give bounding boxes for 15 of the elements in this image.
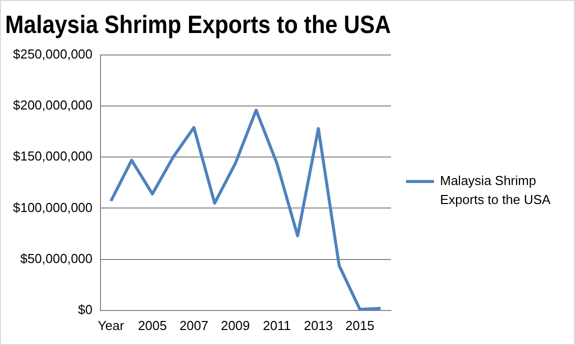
y-tick-label: $150,000,000 <box>12 148 93 164</box>
x-tick-label: 2009 <box>220 318 250 333</box>
chart-title: Malaysia Shrimp Exports to the USA <box>5 12 391 40</box>
y-tick-label: $0 <box>78 302 93 317</box>
x-tick-label: 2015 <box>345 318 374 333</box>
x-tick-label: Year <box>98 318 125 333</box>
y-tick-label: $250,000,000 <box>12 46 93 62</box>
y-tick-label: $50,000,000 <box>20 250 93 266</box>
x-tick-label: 2011 <box>262 318 291 333</box>
x-tick-label: 2007 <box>179 318 208 333</box>
y-tick-label: $100,000,000 <box>12 200 93 215</box>
legend-label: Malaysia Shrimp Exports to the USA <box>440 172 552 209</box>
x-tick-label: 2013 <box>304 318 333 333</box>
y-tick-label: $200,000,000 <box>12 98 93 113</box>
x-tick-label: 2005 <box>138 318 167 333</box>
